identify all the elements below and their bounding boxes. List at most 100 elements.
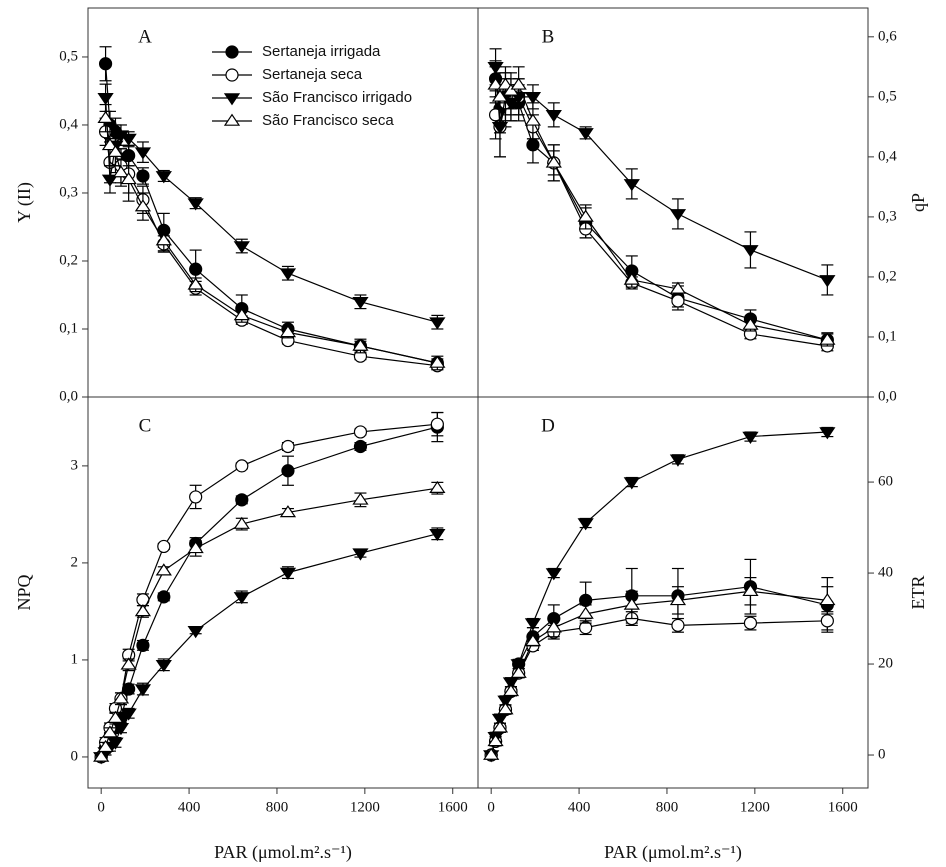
marker	[279, 505, 297, 518]
x-tick-label: 1600	[438, 799, 468, 815]
marker	[112, 691, 130, 704]
marker	[187, 626, 204, 639]
y-tick-label: 0,3	[59, 184, 78, 200]
marker	[120, 133, 137, 146]
marker	[577, 606, 594, 619]
marker	[279, 325, 297, 338]
y-axis-label: qP	[908, 193, 928, 212]
marker	[524, 633, 542, 647]
panel-label: C	[139, 415, 152, 436]
marker	[524, 618, 542, 631]
marker	[189, 490, 203, 504]
marker	[352, 492, 369, 505]
y-tick-label: 0,0	[59, 388, 78, 404]
marker	[820, 614, 834, 628]
marker	[233, 241, 250, 254]
panel-label: D	[541, 415, 555, 436]
marker	[742, 583, 759, 597]
marker	[491, 89, 509, 102]
panel-label: B	[542, 26, 555, 47]
x-tick-label: 400	[178, 799, 201, 815]
marker	[187, 198, 204, 211]
panel-label: A	[138, 26, 152, 47]
marker	[430, 417, 444, 431]
marker	[510, 77, 527, 90]
y-tick-label: 0	[71, 748, 79, 764]
plot-frame	[477, 7, 869, 398]
y-tick-label: 40	[878, 564, 893, 580]
y-tick-label: 0,6	[878, 28, 897, 44]
x-tick-label: 1600	[828, 799, 858, 815]
marker	[819, 592, 836, 606]
marker	[497, 77, 514, 90]
marker	[93, 749, 110, 762]
marker	[491, 720, 509, 733]
marker	[136, 638, 150, 652]
marker	[352, 338, 369, 351]
marker	[155, 171, 172, 184]
y-tick-label: 60	[878, 474, 893, 490]
marker	[623, 597, 640, 610]
marker	[101, 725, 119, 738]
series-line	[490, 590, 828, 756]
marker	[623, 179, 640, 192]
legend-marker	[225, 68, 239, 82]
marker	[819, 332, 836, 345]
marker	[187, 540, 204, 554]
marker	[545, 155, 562, 168]
y-tick-label: 0	[878, 746, 886, 762]
marker	[112, 165, 130, 178]
x-tick-label: 0	[487, 799, 495, 815]
marker	[97, 739, 114, 753]
marker	[97, 110, 114, 123]
marker	[101, 174, 119, 187]
x-tick-label: 800	[656, 799, 679, 815]
marker	[134, 199, 152, 212]
marker	[101, 137, 119, 151]
marker	[669, 454, 687, 467]
legend-label: Sertaneja irrigada	[262, 43, 381, 60]
y-tick-label: 0,5	[878, 88, 897, 104]
marker	[155, 563, 172, 576]
marker	[98, 57, 113, 71]
series-line	[100, 487, 438, 758]
marker	[743, 616, 758, 630]
marker	[669, 209, 687, 222]
marker	[120, 657, 137, 670]
x-tick-label: 0	[97, 799, 105, 815]
marker	[577, 128, 594, 141]
marker	[742, 431, 759, 444]
y-axis-label: ETR	[908, 576, 928, 610]
marker	[157, 590, 171, 604]
series-line	[494, 78, 828, 341]
x-tick-label: 400	[568, 799, 591, 815]
marker	[502, 683, 520, 697]
marker	[97, 92, 114, 106]
x-tick-label: 1200	[740, 799, 770, 815]
marker	[233, 516, 250, 529]
legend-label: São Francisco seca	[262, 112, 394, 129]
series-line	[490, 617, 828, 756]
marker	[545, 110, 562, 123]
legend-label: São Francisco irrigado	[262, 89, 412, 106]
y-tick-label: 0,1	[878, 328, 897, 344]
x-axis-label: PAR (μmol.m².s⁻¹)	[604, 842, 742, 863]
marker	[429, 480, 446, 494]
marker	[742, 317, 759, 330]
y-axis-label: NPQ	[14, 574, 34, 610]
x-axis-label: PAR (μmol.m².s⁻¹)	[214, 842, 352, 863]
marker	[623, 477, 640, 490]
marker	[107, 710, 124, 723]
y-tick-label: 2	[71, 554, 79, 570]
marker	[524, 92, 542, 105]
marker	[669, 592, 687, 606]
x-tick-label: 800	[266, 799, 289, 815]
marker	[671, 294, 685, 308]
series-line	[104, 118, 438, 364]
marker	[279, 268, 297, 281]
marker	[279, 567, 297, 580]
marker	[353, 425, 368, 439]
marker	[281, 439, 295, 454]
y-axis-label: Y (II)	[14, 182, 35, 223]
